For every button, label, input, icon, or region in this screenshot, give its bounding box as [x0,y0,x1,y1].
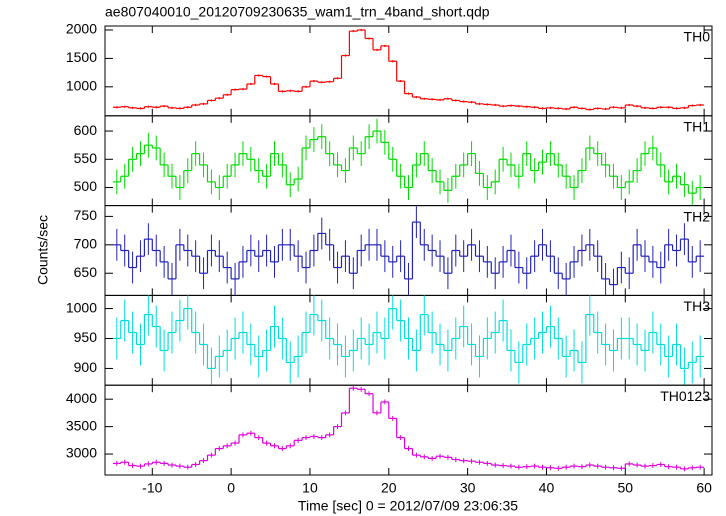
y-tick-label: 500 [74,178,98,194]
panel-frame [104,25,713,117]
y-tick-label: 3500 [66,417,97,433]
y-tick-label: 1500 [66,49,97,65]
y-tick-label: 1000 [66,299,97,315]
y-tick-label: 750 [74,207,98,223]
panel-frame [104,384,713,476]
panel-label: TH1 [684,119,711,135]
panel-label: TH3 [684,298,711,314]
x-tick-label: 10 [302,480,318,496]
x-tick-label: 20 [381,480,397,496]
panel-label: TH0 [684,29,711,45]
panel-label: TH2 [684,208,711,224]
y-tick-label: 3000 [66,445,97,461]
x-axis-label: Time [sec] 0 = 2012/07/09 23:06:35 [298,498,518,514]
y-tick-label: 700 [74,236,98,252]
y-tick-label: 2000 [66,21,97,37]
y-tick-label: 4000 [66,390,97,406]
y-tick-label: 950 [74,329,98,345]
x-tick-label: 0 [227,480,235,496]
chart-title: ae807040010_20120709230635_wam1_trn_4ban… [105,4,490,20]
y-tick-label: 650 [74,264,98,280]
panel-label: TH0123 [660,388,710,404]
y-tick-label: 550 [74,150,98,166]
y-tick-label: 600 [74,122,98,138]
y-tick-label: 900 [74,359,98,375]
x-tick-label: 60 [696,480,712,496]
y-axis-label: Counts/sec [35,215,51,285]
x-tick-label: -10 [142,480,162,496]
y-tick-label: 1000 [66,78,97,94]
x-tick-label: 40 [539,480,555,496]
x-tick-label: 50 [617,480,633,496]
x-tick-label: 30 [460,480,476,496]
